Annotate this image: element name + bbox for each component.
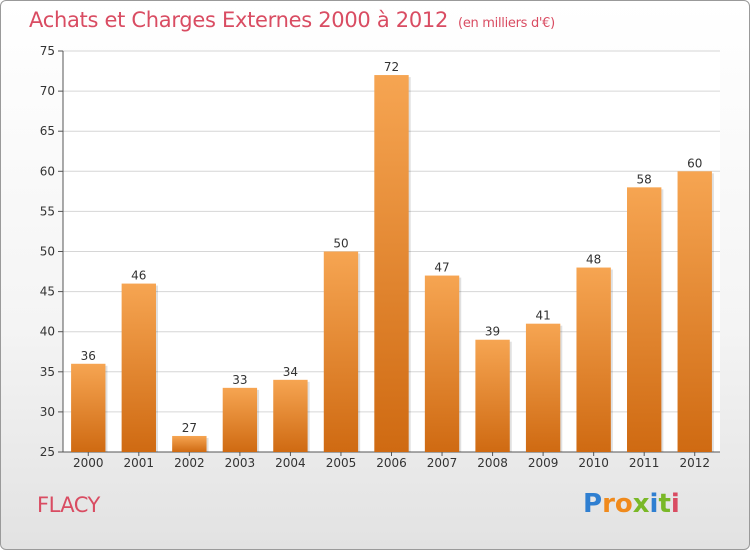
bar-2003 [222, 387, 258, 452]
value-label: 46 [131, 269, 146, 283]
value-label: 36 [81, 349, 96, 363]
x-tick-label: 2007 [427, 456, 458, 470]
bar-2004 [273, 379, 308, 452]
proxiti-logo: Proxiti [583, 489, 680, 519]
value-label: 60 [687, 156, 702, 170]
logo-letter: o [614, 489, 633, 519]
x-tick-label: 2005 [326, 456, 357, 470]
y-tick-label: 70 [40, 84, 55, 98]
y-tick-label: 60 [40, 164, 55, 178]
y-tick-label: 50 [40, 245, 55, 259]
y-tick-label: 35 [40, 365, 55, 379]
bar-2009 [525, 323, 561, 452]
bar-2000 [71, 363, 106, 452]
value-label: 58 [637, 172, 652, 186]
y-tick-label: 25 [40, 445, 55, 459]
x-tick-label: 2011 [629, 456, 660, 470]
bar-2001 [121, 283, 156, 452]
y-tick-label: 40 [40, 325, 55, 339]
x-tick-label: 2012 [679, 456, 710, 470]
value-label: 72 [384, 60, 399, 74]
logo-letter: P [583, 489, 603, 519]
bar-2002 [172, 435, 207, 452]
value-label: 47 [434, 261, 449, 275]
title-text: Achats et Charges Externes 2000 à 2012 [29, 8, 449, 32]
y-tick-label: 55 [40, 204, 55, 218]
bar-2006 [374, 75, 409, 452]
bar-2011 [627, 187, 662, 452]
x-tick-label: 2003 [225, 456, 256, 470]
x-tick-label: 2002 [174, 456, 205, 470]
x-tick-label: 2000 [73, 456, 104, 470]
logo-letter: x [632, 489, 650, 519]
x-tick-label: 2009 [528, 456, 559, 470]
value-label: 34 [283, 365, 298, 379]
x-tick-label: 2001 [124, 456, 155, 470]
chart-title: Achats et Charges Externes 2000 à 2012 (e… [29, 8, 555, 32]
x-tick-label: 2006 [376, 456, 407, 470]
value-label: 33 [232, 373, 247, 387]
logo-letter: i [670, 489, 680, 519]
logo-letter: r [602, 489, 615, 519]
logo-letter: t [658, 489, 671, 519]
y-tick-label: 45 [40, 285, 55, 299]
commune-name: FLACY [37, 493, 100, 517]
bar-2008 [475, 339, 510, 452]
value-label: 48 [586, 253, 601, 267]
logo-letter: i [649, 489, 659, 519]
value-label: 27 [182, 421, 197, 435]
x-tick-label: 2008 [477, 456, 508, 470]
value-label: 50 [333, 237, 348, 251]
y-tick-label: 30 [40, 405, 55, 419]
value-label: 39 [485, 325, 500, 339]
value-label: 41 [535, 309, 550, 323]
bar-2012 [677, 171, 712, 453]
bar-2007 [424, 275, 460, 452]
x-tick-label: 2004 [275, 456, 306, 470]
bar-2005 [323, 251, 359, 452]
y-tick-label: 65 [40, 124, 55, 138]
y-tick-label: 75 [40, 44, 55, 58]
bar-2010 [576, 267, 611, 452]
x-tick-label: 2010 [578, 456, 609, 470]
title-unit: (en milliers d'€) [458, 16, 555, 31]
